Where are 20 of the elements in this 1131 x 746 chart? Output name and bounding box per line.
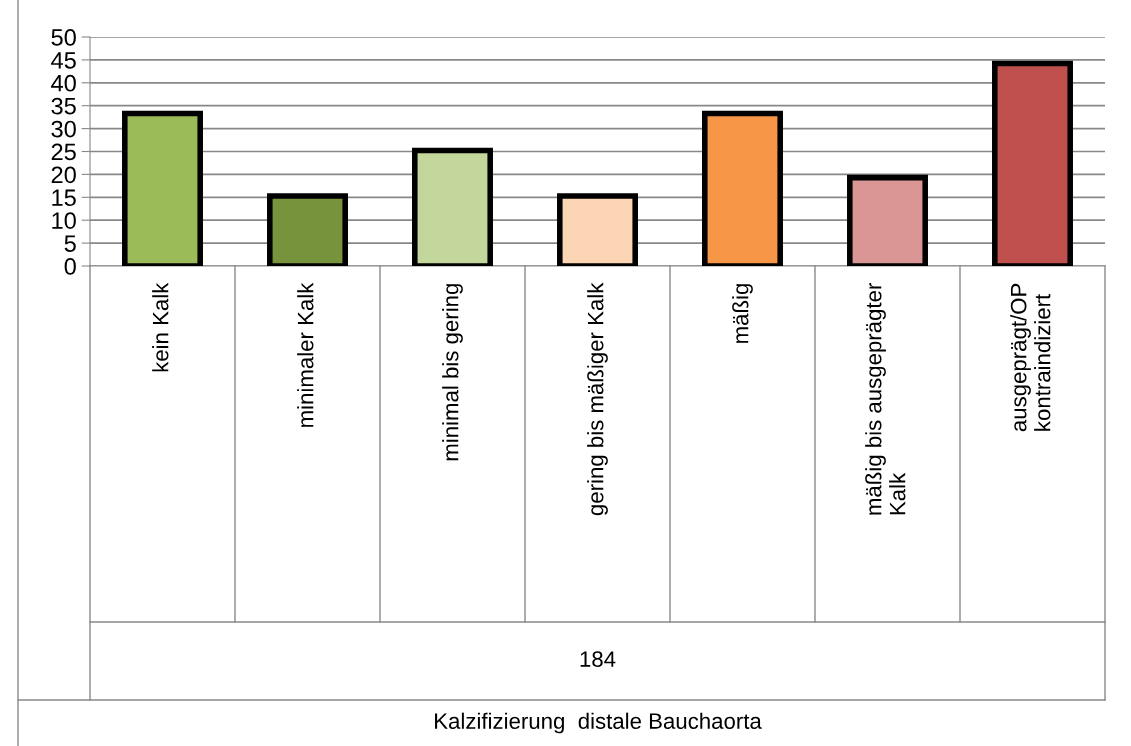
x-tick-label: gering bis mäßiger Kalk bbox=[587, 282, 608, 516]
x-tick-label: minimal bis gering bbox=[442, 284, 463, 461]
x-tick-label: ausgeprägt/OP kontraindiziert bbox=[1010, 283, 1051, 432]
y-tick-label: 20 bbox=[51, 166, 76, 184]
y-tick-label: 10 bbox=[52, 212, 76, 229]
y-tick-label: 45 bbox=[51, 52, 76, 69]
y-tick-label: 5 bbox=[64, 235, 76, 252]
y-tick-label: 35 bbox=[51, 97, 76, 115]
y-tick-label: 30 bbox=[51, 120, 76, 138]
x-tick-label: mäßig bis ausgeprägter Kalk bbox=[865, 283, 906, 515]
x-tick-label: mäßig bbox=[732, 284, 753, 343]
y-tick-label: 15 bbox=[52, 189, 76, 207]
text: 184 bbox=[580, 651, 616, 667]
x-tick-label: minimaler Kalk bbox=[297, 282, 314, 427]
y-tick-label: 25 bbox=[51, 143, 76, 161]
text: Kalzifizierung distale Bauchaorta bbox=[435, 712, 762, 734]
y-tick-label: 0 bbox=[64, 258, 76, 275]
x-tick-label: kein Kalk bbox=[152, 282, 169, 372]
y-tick-label: 50 bbox=[51, 29, 76, 46]
y-tick-label: 40 bbox=[51, 74, 76, 92]
